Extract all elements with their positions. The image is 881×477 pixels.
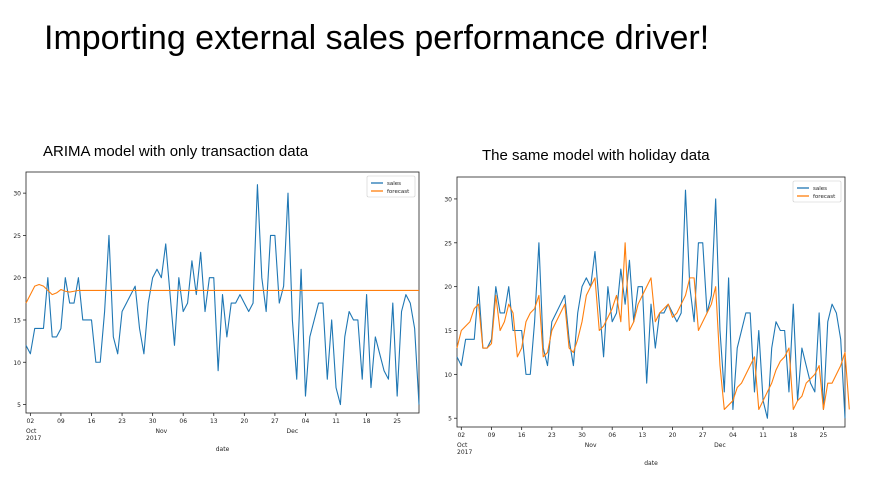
legend-label-forecast: forecast — [813, 194, 836, 200]
y-tick-label: 15 — [13, 317, 21, 324]
legend-label-forecast: forecast — [387, 189, 410, 195]
plot-area — [25, 171, 420, 414]
x-tick-label: 20 — [669, 432, 677, 439]
chart-arima-with-holiday: 5 10 15 20 25 30 02 09 16 23 30 06 13 20 27 04 11 18 25 Oct… — [444, 176, 850, 467]
x-tick-label: 09 — [488, 432, 496, 439]
x-tick-label: 23 — [118, 418, 126, 425]
x-tick-label: 16 — [88, 418, 96, 425]
x-month-label: Oct — [457, 442, 468, 449]
y-tick-label: 30 — [13, 191, 21, 198]
x-month-label: Dec — [287, 428, 299, 435]
x-tick-label: 16 — [518, 432, 526, 439]
y-tick-label: 5 — [448, 416, 452, 423]
x-tick-label: 02 — [27, 418, 35, 425]
legend — [366, 175, 416, 198]
x-month-label: Dec — [714, 442, 726, 449]
x-month-label: Nov — [156, 428, 168, 435]
x-month-label: Nov — [585, 442, 597, 449]
x-tick-label: 09 — [57, 418, 65, 425]
series-line-sales — [456, 189, 846, 419]
x-tick-label: 30 — [149, 418, 157, 425]
y-tick-label: 20 — [13, 275, 21, 282]
slide-title: Importing external sales performance dri… — [44, 19, 710, 57]
x-tick-label: 27 — [699, 432, 707, 439]
x-year-label: 2017 — [457, 449, 472, 456]
x-tick-label: 02 — [457, 432, 465, 439]
x-tick-label: 11 — [332, 418, 340, 425]
x-tick-label: 25 — [393, 418, 401, 425]
y-tick-label: 10 — [444, 372, 452, 379]
x-tick-label: 06 — [179, 418, 187, 425]
x-tick-label: 30 — [578, 432, 586, 439]
chart-left-title: ARIMA model with only transaction data — [43, 143, 309, 160]
x-tick-label: 27 — [271, 418, 279, 425]
plot-area — [456, 176, 846, 428]
x-tick-label: 04 — [302, 418, 310, 425]
x-axis-label: date — [216, 446, 230, 453]
x-tick-label: 13 — [639, 432, 647, 439]
x-tick-label: 06 — [608, 432, 616, 439]
x-tick-label: 04 — [729, 432, 737, 439]
y-tick-label: 15 — [444, 328, 452, 335]
x-tick-label: 13 — [210, 418, 218, 425]
chart-right-title: The same model with holiday data — [482, 147, 710, 164]
y-tick-label: 25 — [13, 233, 21, 240]
x-axis-label: date — [644, 460, 658, 467]
x-tick-label: 11 — [759, 432, 767, 439]
legend-label-sales: sales — [813, 186, 827, 192]
series-line-forecast — [456, 242, 850, 411]
x-year-label: 2017 — [26, 435, 41, 442]
x-month-label: Oct — [26, 428, 37, 435]
series-line-forecast — [25, 283, 419, 304]
y-tick-label: 25 — [444, 240, 452, 247]
x-tick-label: 18 — [789, 432, 797, 439]
x-tick-label: 25 — [820, 432, 828, 439]
x-tick-label: 23 — [548, 432, 556, 439]
series-line-sales — [25, 184, 420, 406]
chart-arima-transaction-only: 5 10 15 20 25 30 02 09 16 23 30 06 13 20 27 04 11 18 25 Oct… — [13, 171, 420, 453]
x-tick-label: 20 — [241, 418, 249, 425]
legend — [792, 180, 842, 203]
y-tick-label: 30 — [444, 196, 452, 203]
legend-label-sales: sales — [387, 181, 401, 187]
y-tick-label: 10 — [13, 360, 21, 367]
y-tick-label: 20 — [444, 284, 452, 291]
x-tick-label: 18 — [363, 418, 371, 425]
y-tick-label: 5 — [17, 402, 21, 409]
